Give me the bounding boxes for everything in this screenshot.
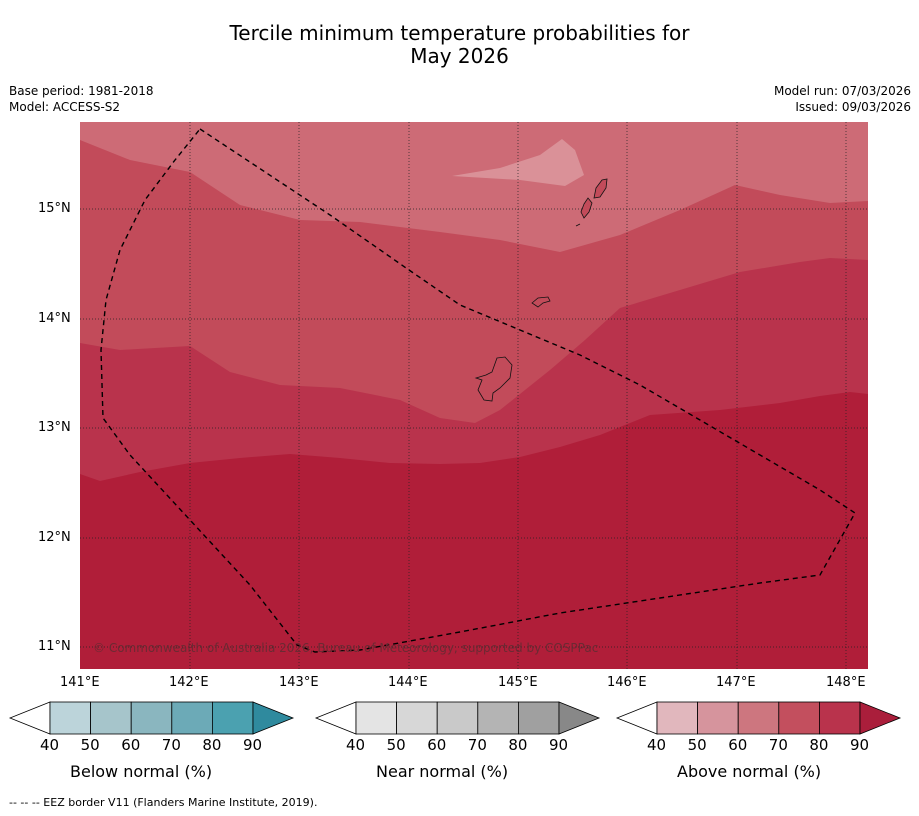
- colorbar-extend-high: [252, 701, 295, 735]
- model-name: Model: ACCESS-S2: [9, 100, 121, 114]
- lat-label: 11°N: [38, 639, 71, 654]
- title-line-1: Tercile minimum temperature probabilitie…: [229, 21, 690, 45]
- colorbar-label: Above normal (%): [677, 762, 822, 781]
- colorbar-segment: [778, 701, 820, 735]
- lon-label: 143°E: [279, 675, 319, 690]
- island-guam: [474, 356, 513, 402]
- colorbar-tick-label: 80: [508, 736, 528, 754]
- colorbar-tick-label: 70: [768, 736, 788, 754]
- colorbar-extend-low: [615, 701, 658, 735]
- eez-border: [100, 128, 856, 653]
- graticule: [80, 122, 868, 669]
- colorbar-segment: [130, 701, 173, 735]
- colorbar-segment: [477, 701, 519, 735]
- colorbar-tick-label: 80: [809, 736, 829, 754]
- colorbar-segment: [436, 701, 479, 735]
- colorbar-tick-label: 90: [549, 736, 569, 754]
- band-80-90: [80, 392, 868, 669]
- eez-footnote: -- -- -- EEZ border V11 (Flanders Marine…: [9, 796, 318, 809]
- probability-fill: [80, 122, 868, 669]
- right-metadata: Model run: 07/03/2026 Issued: 09/03/2026: [774, 83, 911, 115]
- lat-label: 15°N: [38, 201, 71, 216]
- left-metadata: Base period: 1981-2018 Model: ACCESS-S2: [9, 83, 154, 115]
- lat-label: 12°N: [38, 530, 71, 545]
- colorbar-extend-high: [859, 701, 902, 735]
- map-title: Tercile minimum temperature probabilitie…: [0, 22, 919, 68]
- colorbar-tick-label: 60: [121, 736, 141, 754]
- colorbar-segment: [90, 701, 132, 735]
- colorbar-segment: [518, 701, 560, 735]
- colorbar-tick-label: 40: [346, 736, 366, 754]
- lon-label: 146°E: [607, 675, 647, 690]
- copyright-notice: © Commonwealth of Australia 2026, Bureau…: [93, 641, 599, 655]
- colorbar-segment: [737, 701, 780, 735]
- colorbar-tick-label: 70: [161, 736, 181, 754]
- island-saipan: [593, 178, 608, 199]
- island-tinian: [580, 197, 593, 219]
- title-line-2: May 2026: [410, 44, 509, 68]
- colorbar-tick-label: 50: [80, 736, 100, 754]
- colorbar-tick-label: 40: [647, 736, 667, 754]
- lon-label: 145°E: [498, 675, 538, 690]
- colorbar-segment: [819, 701, 861, 735]
- colorbar-tick-label: 50: [386, 736, 406, 754]
- islands: [474, 178, 608, 402]
- colorbar-label: Near normal (%): [376, 762, 509, 781]
- colorbar-label: Below normal (%): [70, 762, 213, 781]
- colorbar-segment: [211, 701, 254, 735]
- colorbar-extend-high: [558, 701, 601, 735]
- colorbar-tick-label: 60: [728, 736, 748, 754]
- colorbar-tick-label: 90: [243, 736, 263, 754]
- island-aguijan: [575, 223, 581, 227]
- colorbar-tick-label: 70: [467, 736, 487, 754]
- lon-label: 148°E: [826, 675, 866, 690]
- colorbar-segment: [171, 701, 213, 735]
- model-run: Model run: 07/03/2026: [773, 84, 911, 98]
- island-rota: [531, 296, 551, 308]
- lon-label: 144°E: [388, 675, 428, 690]
- colorbars: [8, 701, 902, 735]
- colorbar-tick-label: 40: [40, 736, 60, 754]
- lon-label: 147°E: [716, 675, 756, 690]
- colorbar-tick-label: 60: [427, 736, 447, 754]
- lat-label: 14°N: [38, 311, 71, 326]
- base-period: Base period: 1981-2018: [9, 84, 154, 98]
- lon-label: 142°E: [169, 675, 209, 690]
- issued-date: Issued: 09/03/2026: [795, 100, 911, 114]
- colorbar-extend-low: [8, 701, 51, 735]
- colorbar-segment: [697, 701, 739, 735]
- colorbar-segment: [355, 701, 397, 735]
- colorbar-segment: [49, 701, 91, 735]
- colorbar-tick-label: 90: [850, 736, 870, 754]
- colorbar-tick-label: 50: [687, 736, 707, 754]
- lat-label: 13°N: [38, 420, 71, 435]
- lon-label: 141°E: [60, 675, 100, 690]
- colorbar-segment: [396, 701, 438, 735]
- colorbar-segment: [656, 701, 698, 735]
- colorbar-tick-label: 80: [202, 736, 222, 754]
- band-40-50: [452, 139, 584, 186]
- colorbar-extend-low: [314, 701, 357, 735]
